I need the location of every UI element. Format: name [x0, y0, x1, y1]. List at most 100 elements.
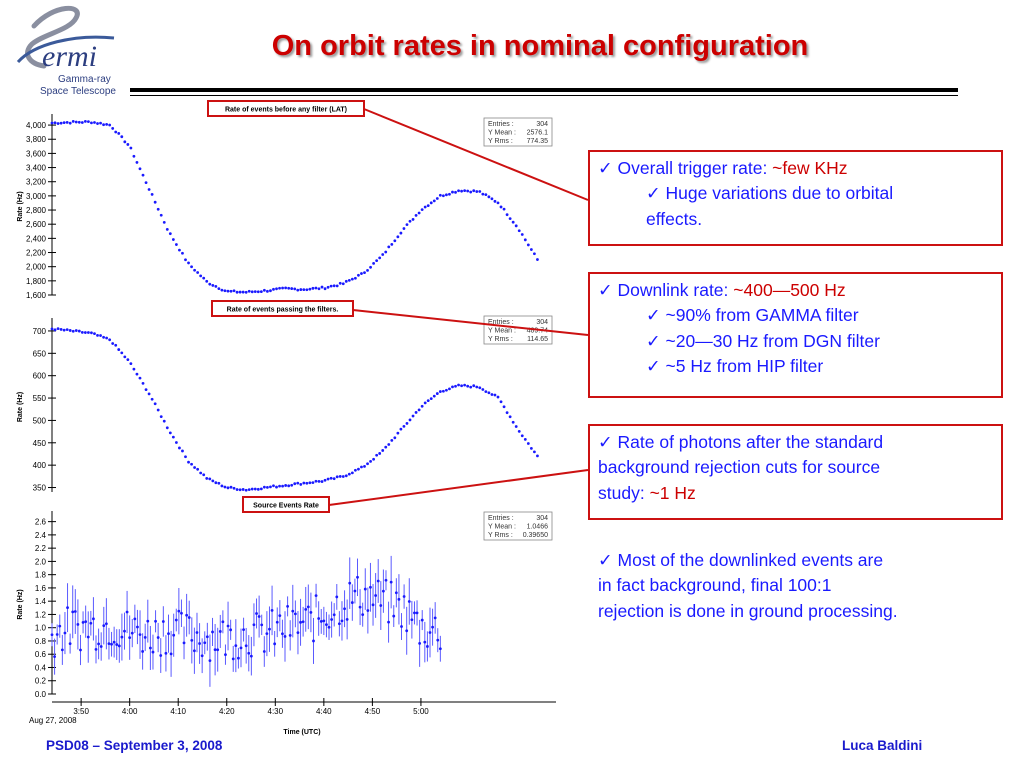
- data-point: [526, 243, 530, 247]
- data-point: [399, 427, 403, 431]
- data-point: [460, 189, 463, 193]
- data-point: [259, 290, 263, 294]
- data-point: [71, 610, 75, 614]
- data-point: [290, 483, 294, 487]
- data-point: [214, 481, 218, 485]
- data-point: [185, 613, 189, 617]
- data-point: [357, 467, 360, 471]
- data-point: [211, 479, 215, 483]
- data-point: [350, 601, 354, 604]
- data-point: [241, 488, 245, 491]
- data-point: [256, 487, 260, 491]
- data-point: [141, 173, 145, 177]
- data-point: [283, 635, 287, 638]
- data-point: [372, 261, 376, 265]
- note-line: rejection is done in ground processing.: [598, 600, 898, 621]
- data-point: [55, 633, 59, 636]
- data-point: [420, 618, 424, 622]
- data-point: [417, 408, 421, 412]
- data-point: [287, 286, 291, 290]
- data-point: [162, 419, 166, 423]
- data-point: [229, 628, 233, 632]
- data-point: [433, 616, 437, 620]
- data-point: [536, 454, 539, 458]
- data-point: [344, 474, 348, 478]
- data-point: [454, 384, 457, 388]
- data-point: [435, 392, 439, 395]
- data-point: [93, 121, 96, 124]
- rate-plots: 1,600 1,800 2,000 2,200 2,400 2,600 2,800 3,000…: [17, 100, 556, 736]
- data-point: [87, 120, 90, 124]
- data-point: [226, 624, 230, 628]
- data-point: [306, 605, 310, 609]
- data-point: [171, 435, 175, 439]
- data-point: [105, 122, 109, 126]
- data-point: [59, 328, 63, 331]
- data-point: [429, 201, 433, 205]
- data-point: [252, 623, 256, 627]
- data-point: [332, 613, 336, 617]
- data-point: [59, 121, 63, 125]
- data-point: [305, 481, 309, 485]
- data-point: [205, 635, 209, 639]
- data-point: [286, 604, 289, 608]
- data-point: [372, 457, 376, 461]
- data-point: [199, 274, 203, 278]
- data-point: [123, 355, 127, 359]
- data-point: [53, 328, 57, 332]
- data-point: [272, 287, 275, 291]
- stats-label: Y Rms :: [488, 532, 513, 539]
- data-point: [154, 619, 157, 623]
- data-point: [74, 329, 78, 332]
- data-point: [520, 434, 524, 438]
- data-point: [296, 631, 300, 635]
- data-point: [423, 205, 427, 209]
- data-point: [323, 478, 327, 482]
- data-point: [338, 281, 342, 285]
- data-point: [463, 383, 467, 387]
- data-point: [314, 479, 318, 483]
- data-point: [332, 477, 336, 481]
- data-point: [89, 621, 93, 625]
- data-point: [96, 333, 99, 337]
- data-point: [174, 441, 178, 444]
- data-point: [426, 399, 430, 403]
- stats-label: Entries :: [488, 319, 514, 326]
- y-tick-label: 2.4: [35, 531, 47, 540]
- data-point: [338, 475, 342, 478]
- data-point: [284, 484, 288, 487]
- data-point: [481, 388, 485, 391]
- data-point: [469, 190, 473, 194]
- data-point: [159, 654, 163, 657]
- data-point: [472, 384, 476, 388]
- data-point: [469, 385, 473, 389]
- data-point: [487, 391, 491, 395]
- data-point: [417, 211, 421, 215]
- data-point: [218, 630, 222, 633]
- data-point: [363, 587, 367, 591]
- data-point: [136, 625, 139, 629]
- data-point: [104, 622, 108, 626]
- data-point: [375, 453, 379, 457]
- data-point: [296, 481, 300, 485]
- data-point: [144, 388, 148, 392]
- data-point: [151, 650, 155, 654]
- data-point: [308, 287, 312, 291]
- y-tick-label: 3,200: [26, 178, 47, 187]
- data-point: [517, 430, 521, 433]
- data-point: [165, 227, 169, 231]
- callout-trigger-rate: ✓ Overall trigger rate: ~few KHz ✓ Huge v…: [588, 150, 1003, 246]
- data-point: [529, 248, 533, 251]
- data-point: [371, 603, 375, 607]
- data-point: [390, 242, 394, 246]
- data-point: [86, 635, 90, 639]
- data-point: [523, 238, 527, 242]
- data-point: [293, 287, 297, 291]
- data-point: [393, 239, 397, 243]
- x-tick-label: 4:40: [316, 707, 332, 716]
- data-point: [87, 331, 90, 334]
- data-point: [284, 286, 288, 290]
- data-point: [247, 289, 251, 293]
- y-tick-label: 1,800: [26, 277, 47, 286]
- background-note: ✓ Most of the downlinked events are in f…: [598, 548, 1018, 624]
